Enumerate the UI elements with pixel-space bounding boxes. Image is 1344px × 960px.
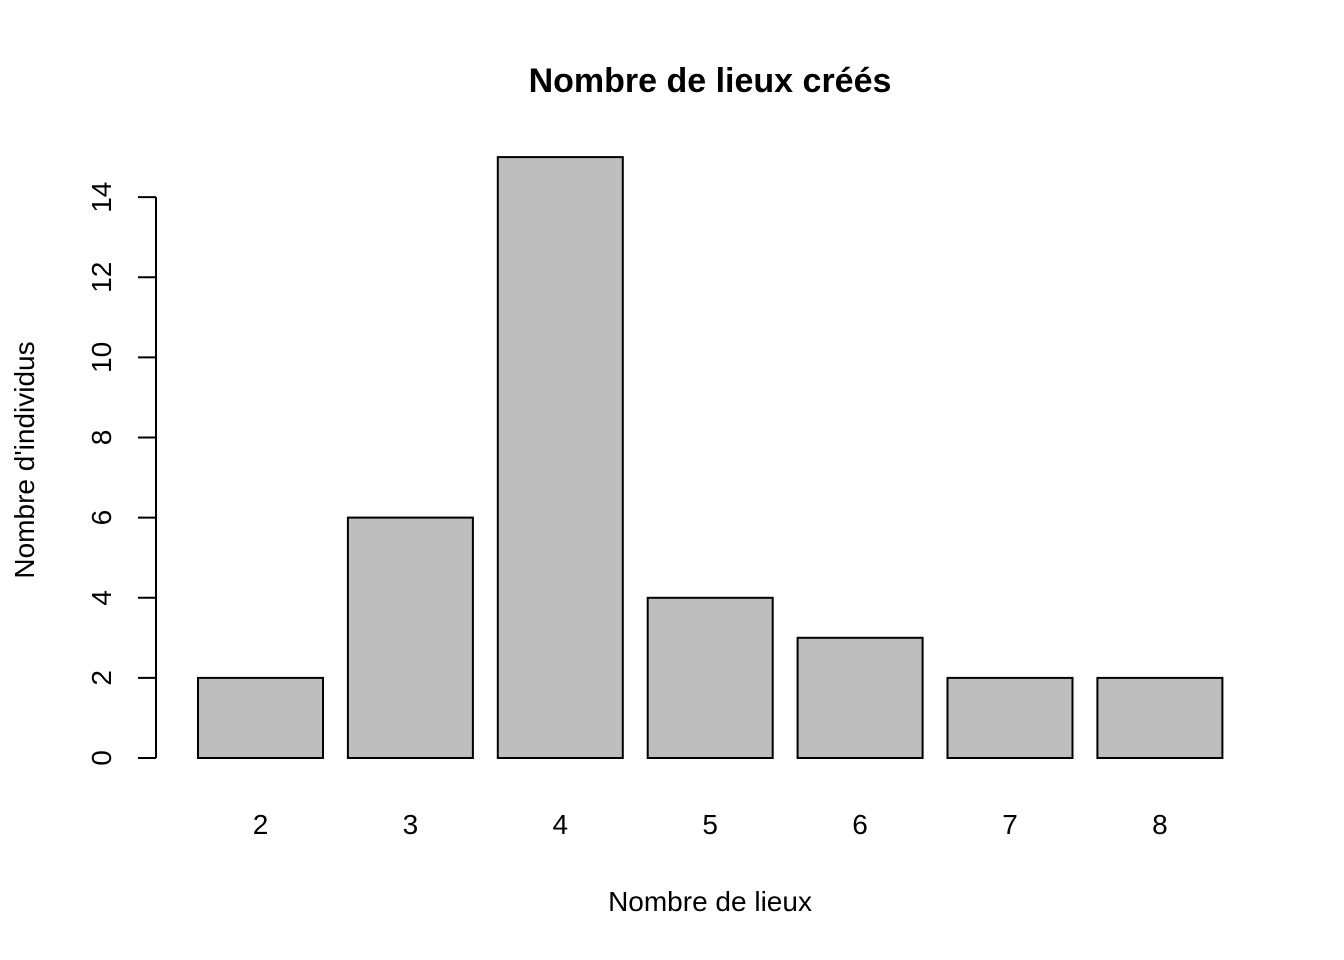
y-tick-label-14: 14 — [86, 182, 117, 213]
y-tick-label-4: 4 — [86, 590, 117, 606]
bar-3 — [346, 516, 474, 759]
x-tick-label-6: 6 — [852, 809, 868, 840]
y-axis-label: Nombre d'individus — [9, 341, 40, 578]
chart-title: Nombre de lieux créés — [529, 62, 892, 100]
bar-4 — [496, 156, 624, 760]
x-axis-label: Nombre de lieux — [608, 886, 812, 917]
x-tick-label-7: 7 — [1002, 809, 1018, 840]
y-tick-label-8: 8 — [86, 430, 117, 446]
y-tick-label-0: 0 — [86, 750, 117, 766]
bars-group — [197, 156, 1224, 760]
y-tick-label-2: 2 — [86, 670, 117, 686]
bar-7 — [946, 676, 1074, 760]
y-tick-label-12: 12 — [86, 262, 117, 293]
bar-2 — [197, 676, 324, 760]
bar-5 — [646, 596, 774, 759]
x-tick-label-2: 2 — [253, 809, 269, 840]
y-axis: 0 2 4 6 8 10 12 14 — [86, 182, 157, 766]
x-tick-label-3: 3 — [403, 809, 419, 840]
x-tick-labels: 2 3 4 5 6 7 8 — [253, 809, 1168, 840]
bar-8 — [1096, 676, 1224, 760]
bar-6 — [796, 636, 924, 759]
y-tick-label-6: 6 — [86, 510, 117, 526]
y-tick-label-10: 10 — [86, 342, 117, 373]
x-tick-label-8: 8 — [1152, 809, 1168, 840]
x-tick-label-5: 5 — [702, 809, 718, 840]
x-tick-label-4: 4 — [553, 809, 569, 840]
